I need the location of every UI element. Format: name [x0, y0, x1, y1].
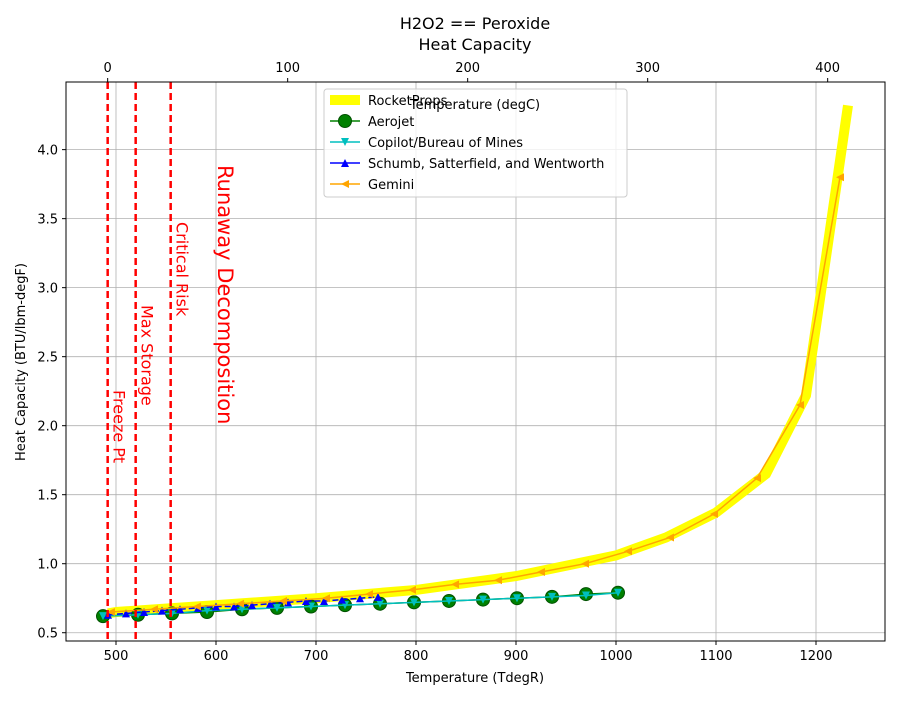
- marker: [203, 606, 211, 615]
- marker: [710, 510, 718, 519]
- legend-label: Schumb, Satterfield, and Wentworth: [368, 157, 604, 172]
- x-tick-label: 900: [504, 649, 529, 664]
- y-tick-label: 3.0: [37, 282, 58, 297]
- marker: [341, 159, 349, 167]
- legend-label: Aerojet: [368, 115, 414, 130]
- marker: [479, 595, 487, 604]
- x2-axis-label: Temperature (degC): [409, 98, 540, 113]
- marker: [513, 594, 521, 603]
- x-tick-label: 500: [104, 649, 129, 664]
- y-tick-label: 1.5: [37, 489, 58, 504]
- marker: [158, 606, 166, 615]
- marker: [266, 599, 274, 608]
- x2-tick-label: 0: [104, 61, 112, 76]
- legend-item: Aerojet: [330, 114, 414, 130]
- x-tick-label: 1000: [599, 649, 632, 664]
- y-tick-label: 0.5: [37, 627, 58, 642]
- marker: [279, 596, 287, 605]
- marker: [273, 603, 281, 612]
- legend-item: Schumb, Satterfield, and Wentworth: [330, 157, 604, 172]
- vline-label: Critical Risk: [173, 222, 192, 317]
- marker: [410, 598, 418, 607]
- y-tick-label: 2.0: [37, 420, 58, 435]
- marker: [322, 594, 330, 603]
- legend-label: Gemini: [368, 178, 414, 193]
- marker: [338, 595, 346, 604]
- marker: [581, 559, 589, 568]
- marker: [374, 592, 382, 601]
- marker: [494, 576, 502, 585]
- y-tick-label: 1.0: [37, 558, 58, 573]
- marker: [193, 602, 201, 611]
- x-axis-label: Temperature (TdegR): [405, 671, 544, 686]
- chart-title: H2O2 == Peroxide: [400, 14, 550, 33]
- legend-label: Copilot/Bureau of Mines: [368, 136, 523, 151]
- y-tick-label: 2.5: [37, 351, 58, 366]
- marker: [99, 612, 107, 621]
- marker: [376, 599, 384, 608]
- marker: [150, 605, 158, 614]
- vline-label: Freeze Pt: [110, 390, 129, 463]
- marker: [445, 596, 453, 605]
- x2-tick-label: 200: [455, 61, 480, 76]
- legend-item: Copilot/Bureau of Mines: [330, 136, 523, 151]
- marker: [836, 173, 844, 182]
- series-line: [102, 591, 619, 617]
- vline-label: Max Storage: [138, 305, 157, 406]
- legend-box: [323, 88, 628, 198]
- x-tick-label: 1100: [699, 649, 732, 664]
- series: [107, 173, 844, 617]
- marker: [236, 599, 244, 608]
- x-tick-label: 700: [304, 649, 329, 664]
- x-tick-label: 800: [404, 649, 429, 664]
- series: [99, 588, 622, 621]
- marker: [356, 594, 364, 603]
- x-tick-label: 1200: [799, 649, 832, 664]
- marker: [796, 400, 804, 409]
- marker: [248, 601, 256, 610]
- marker: [338, 114, 352, 128]
- x2-tick-label: 300: [635, 61, 660, 76]
- marker: [451, 580, 459, 589]
- legend: RocketProps Aerojet Copilot/Bureau of Mine…: [323, 88, 628, 198]
- marker: [753, 474, 761, 483]
- marker: [212, 602, 220, 611]
- annotation: Runaway Decomposition: [213, 165, 237, 424]
- legend-label: RocketProps: [368, 94, 448, 109]
- legend-item: Gemini: [330, 178, 414, 193]
- plot-frame: [65, 81, 886, 642]
- x-tick-label: 600: [204, 649, 229, 664]
- marker: [614, 588, 622, 597]
- y-tick-label: 4.0: [37, 144, 58, 159]
- marker: [140, 608, 148, 617]
- marker: [537, 567, 545, 576]
- marker: [666, 533, 674, 542]
- legend-item: RocketProps: [330, 94, 448, 109]
- marker: [341, 180, 349, 188]
- marker: [122, 609, 130, 618]
- marker: [320, 596, 328, 605]
- y-axis-label: Heat Capacity (BTU/lbm-degF): [14, 263, 29, 461]
- y-tick-label: 3.5: [37, 213, 58, 228]
- marker: [176, 605, 184, 614]
- marker: [582, 591, 590, 600]
- x2-tick-label: 400: [815, 61, 840, 76]
- chart-subtitle: Heat Capacity: [419, 35, 532, 54]
- marker: [548, 592, 556, 601]
- marker: [107, 608, 115, 617]
- marker: [365, 590, 373, 599]
- marker: [230, 602, 238, 611]
- marker: [408, 585, 416, 594]
- x2-tick-label: 100: [275, 61, 300, 76]
- series-line: [110, 177, 841, 613]
- marker: [624, 547, 632, 556]
- marker: [341, 138, 349, 146]
- marker: [302, 596, 310, 605]
